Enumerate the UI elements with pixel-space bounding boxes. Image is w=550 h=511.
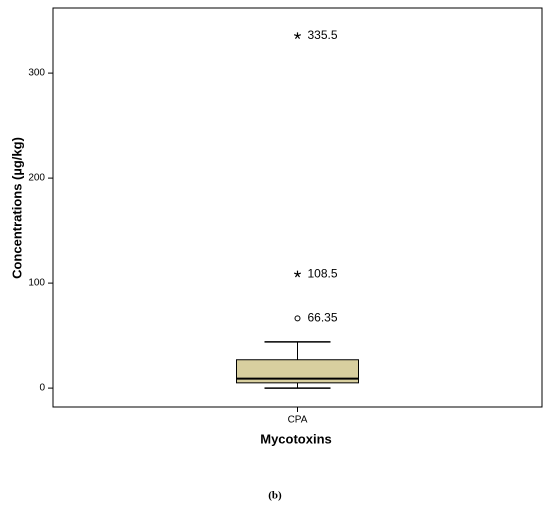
outlier	[294, 315, 301, 322]
box	[236, 359, 359, 384]
x-axis-title: Mycotoxins	[260, 431, 332, 446]
outlier	[293, 32, 302, 40]
outlier-label: 66.35	[308, 311, 338, 325]
y-tick-label: 0	[39, 383, 45, 394]
outlier	[293, 270, 302, 278]
outlier-label: 108.5	[308, 266, 338, 280]
caption: (b)	[268, 490, 282, 502]
y-axis-title: Concentrations (µg/kg)	[9, 137, 24, 279]
y-tick-label: 100	[28, 278, 45, 289]
plot-frame	[52, 7, 543, 408]
y-tick-label: 300	[28, 68, 45, 79]
y-tick-label: 200	[28, 173, 45, 184]
x-tick-label: CPA	[288, 415, 308, 426]
outlier-label: 335.5	[308, 28, 338, 42]
